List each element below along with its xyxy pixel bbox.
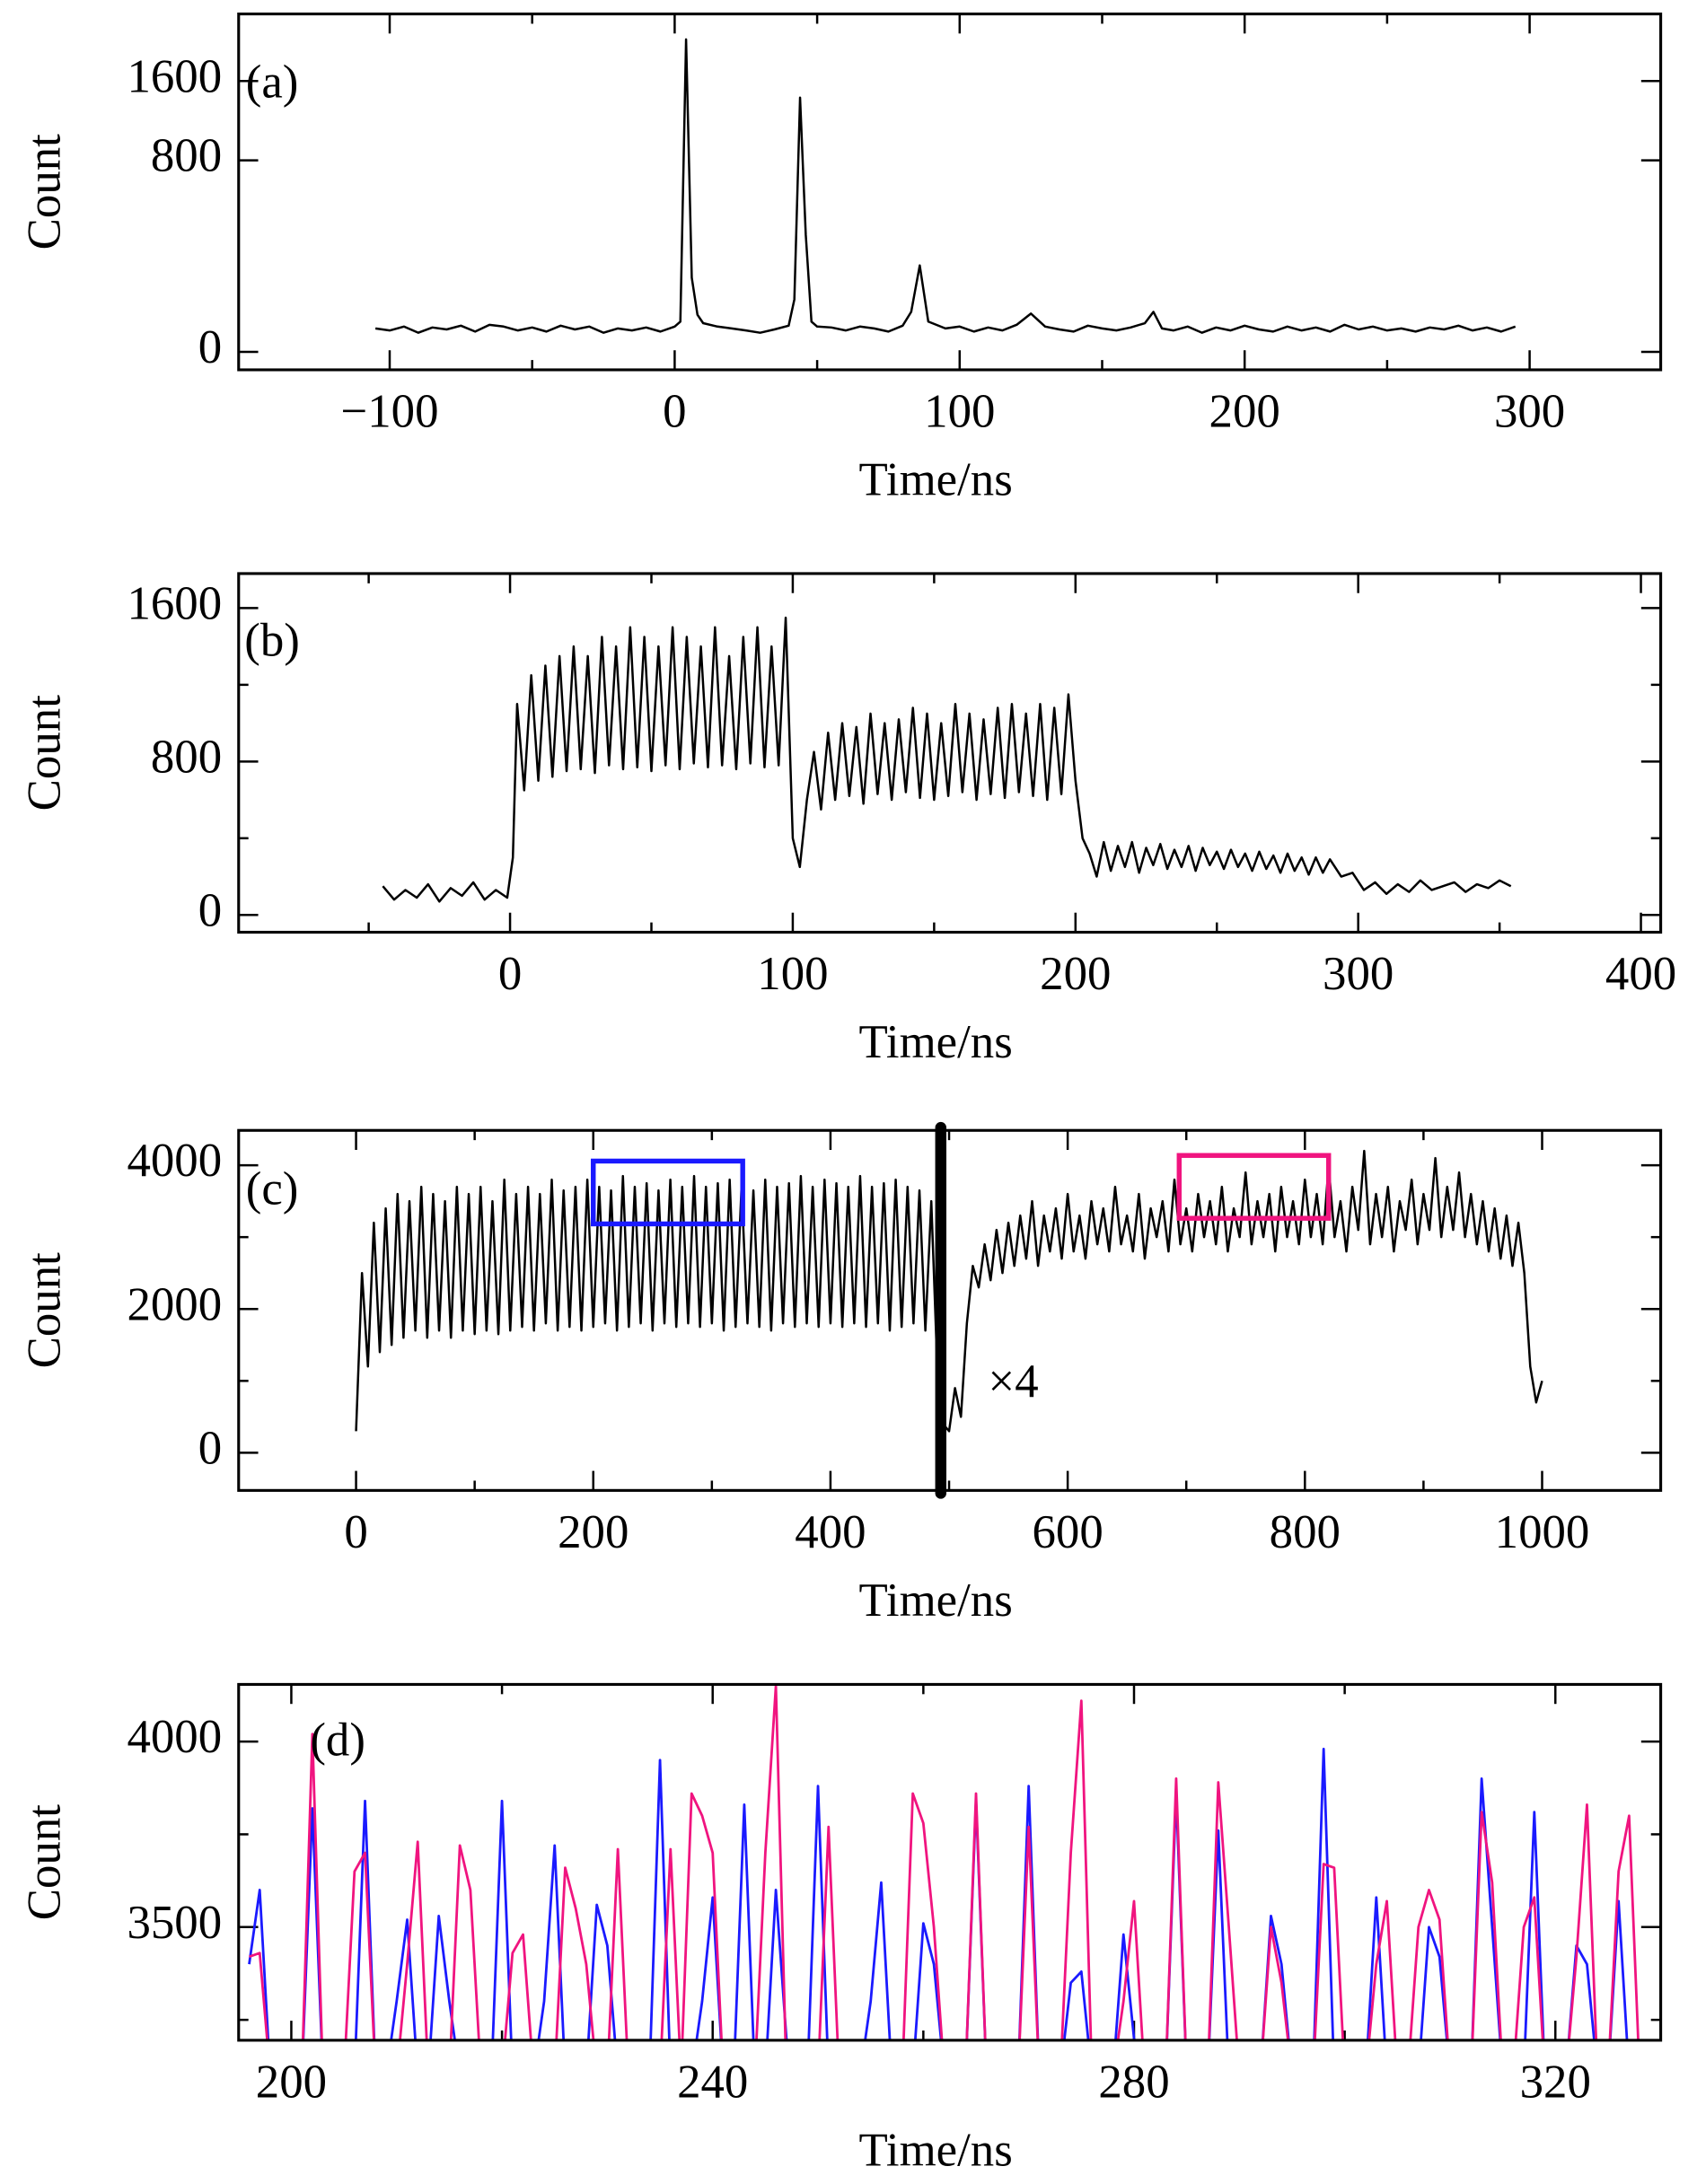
highlight-box xyxy=(1176,1153,1332,1221)
x-tick-label: 200 xyxy=(256,2056,327,2108)
y-tick-label: 0 xyxy=(198,1423,222,1475)
x-axis-label: Time/ns xyxy=(858,454,1012,506)
x-tick-label: 200 xyxy=(1040,948,1111,1000)
x-tick-label: 400 xyxy=(1605,948,1676,1000)
x-tick-label: 300 xyxy=(1494,385,1565,437)
y-tick-label: 800 xyxy=(151,130,222,182)
x-axis-label: Time/ns xyxy=(858,2124,1012,2176)
x-tick-label: 0 xyxy=(663,385,686,437)
x-tick-label: 0 xyxy=(498,948,522,1000)
x-tick-label: 400 xyxy=(795,1506,866,1558)
y-axis-label: Count xyxy=(19,695,71,811)
y-tick-label: 2000 xyxy=(127,1278,222,1330)
x-tick-label: 600 xyxy=(1032,1506,1103,1558)
x-tick-label: 200 xyxy=(1209,385,1280,437)
y-tick-label: 0 xyxy=(198,884,222,936)
y-tick-label: 1600 xyxy=(127,578,222,630)
y-axis-label: Count xyxy=(19,134,71,250)
y-tick-label: 4000 xyxy=(127,1135,222,1187)
x-tick-label: 200 xyxy=(558,1506,629,1558)
plot-frame xyxy=(237,1128,1663,1492)
plot-frame xyxy=(237,572,1663,934)
y-axis-label: Count xyxy=(19,1252,71,1369)
x-tick-label: 0 xyxy=(344,1506,367,1558)
y-tick-label: 1600 xyxy=(127,50,222,102)
x-tick-label: 320 xyxy=(1520,2056,1591,2108)
panel-label: (a) xyxy=(246,57,299,109)
x-axis-label: Time/ns xyxy=(858,1574,1012,1627)
x-tick-label: 100 xyxy=(924,385,995,437)
data-line xyxy=(382,616,1512,903)
highlight-box xyxy=(591,1158,745,1227)
y-tick-label: 800 xyxy=(151,731,222,783)
x-tick-label: 300 xyxy=(1323,948,1394,1000)
panel-label: (b) xyxy=(244,614,300,666)
plot-frame xyxy=(237,12,1663,372)
x-axis-label: Time/ns xyxy=(858,1016,1012,1068)
panel-label: (c) xyxy=(246,1162,299,1215)
annotation: ×4 xyxy=(988,1355,1038,1408)
data-line xyxy=(374,38,1517,334)
series-line xyxy=(249,1684,1640,2040)
x-tick-label: 240 xyxy=(677,2056,748,2108)
data-line xyxy=(355,1149,1543,1433)
x-tick-label: 800 xyxy=(1270,1506,1341,1558)
x-tick-label: 1000 xyxy=(1495,1506,1590,1558)
x-tick-label: 280 xyxy=(1098,2056,1169,2108)
y-tick-label: 3500 xyxy=(127,1897,222,1949)
x-tick-label: −100 xyxy=(340,385,438,437)
y-tick-label: 4000 xyxy=(127,1711,222,1763)
x-tick-label: 100 xyxy=(757,948,828,1000)
panel-label: (d) xyxy=(310,1714,365,1766)
plot-frame xyxy=(237,1682,1663,2042)
y-tick-label: 0 xyxy=(198,321,222,373)
y-axis-label: Count xyxy=(19,1804,71,1921)
